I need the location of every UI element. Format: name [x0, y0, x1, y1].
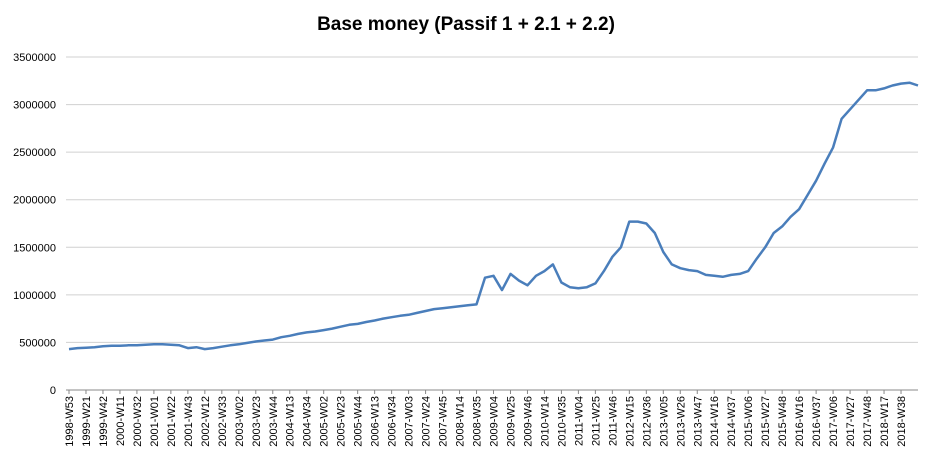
x-tick-label: 2006-W13 — [370, 396, 382, 447]
x-tick-label: 2015-W48 — [777, 396, 789, 447]
x-tick-label: 2016-W16 — [794, 396, 806, 447]
x-tick-label: 2002-W12 — [200, 396, 212, 447]
x-tick-label: 2006-W34 — [387, 396, 399, 447]
x-tick-label: 2008-W35 — [472, 396, 484, 447]
x-tick-label: 1999-W21 — [81, 396, 93, 447]
x-tick-label: 2001-W22 — [166, 396, 178, 447]
x-tick-label: 2014-W16 — [709, 396, 721, 447]
y-tick-label: 1500000 — [13, 242, 56, 254]
x-tick-label: 2000-W11 — [115, 396, 127, 446]
x-tick-label: 2003-W44 — [268, 396, 280, 447]
x-tick-label: 2013-W26 — [675, 396, 687, 447]
x-tick-label: 2004-W13 — [285, 396, 297, 447]
x-tick-label: 2003-W02 — [234, 396, 246, 447]
x-tick-label: 2018-W38 — [896, 396, 908, 447]
x-tick-label: 2004-W34 — [302, 396, 314, 447]
x-tick-label: 2013-W47 — [692, 396, 704, 447]
x-tick-label: 2005-W02 — [319, 396, 331, 447]
chart-title: Base money (Passif 1 + 2.1 + 2.2) — [317, 14, 615, 35]
y-tick-label: 500000 — [19, 337, 56, 349]
x-tick-label: 2007-W24 — [421, 396, 433, 447]
x-tick-label: 2001-W01 — [149, 396, 161, 447]
x-tick-label: 2012-W15 — [624, 396, 636, 447]
x-tick-label: 2015-W06 — [743, 396, 755, 447]
x-tick-label: 2007-W45 — [438, 396, 450, 447]
x-tick-label: 2011-W04 — [573, 396, 585, 446]
y-tick-label: 0 — [50, 385, 56, 397]
x-tick-label: 2011-W46 — [607, 396, 619, 446]
x-tick-label: 2007-W03 — [404, 396, 416, 447]
data-line — [68, 81, 919, 351]
x-tick-label: 2003-W23 — [251, 396, 263, 447]
x-tick-label: 2009-W25 — [505, 396, 517, 447]
x-tick-label: 2008-W14 — [455, 396, 467, 447]
x-tick-label: 2016-W37 — [811, 396, 823, 447]
x-tick-label: 1999-W42 — [98, 396, 110, 447]
x-tick-label: 2015-W27 — [760, 396, 772, 447]
x-tick-label: 2000-W32 — [132, 396, 144, 447]
y-tick-label: 2000000 — [13, 195, 56, 207]
x-tick-label: 2012-W36 — [641, 396, 653, 447]
x-tick-label: 2010-W35 — [556, 396, 568, 447]
x-tick-label: 2009-W04 — [489, 396, 501, 447]
x-tick-label: 2017-W27 — [845, 396, 857, 447]
x-tick-label: 2017-W06 — [828, 396, 840, 447]
x-tick-label: 2018-W17 — [879, 396, 891, 447]
x-tick-label: 2002-W33 — [217, 396, 229, 447]
y-tick-label: 1000000 — [13, 290, 56, 302]
x-tick-label: 2014-W37 — [726, 396, 738, 447]
x-tick-label: 2005-W23 — [336, 396, 348, 447]
x-tick-label: 1998-W53 — [64, 396, 76, 447]
x-tick-label: 2010-W14 — [539, 396, 551, 447]
x-tick-label: 2017-W48 — [862, 396, 874, 447]
y-tick-label: 3500000 — [13, 52, 56, 64]
y-tick-label: 2500000 — [13, 147, 56, 159]
x-tick-label: 2001-W43 — [183, 396, 195, 447]
x-tick-label: 2013-W05 — [658, 396, 670, 447]
x-tick-label: 2005-W44 — [353, 396, 365, 447]
y-tick-label: 3000000 — [13, 100, 56, 112]
x-tick-label: 2009-W46 — [522, 396, 534, 447]
x-tick-label: 2011-W25 — [590, 396, 602, 446]
